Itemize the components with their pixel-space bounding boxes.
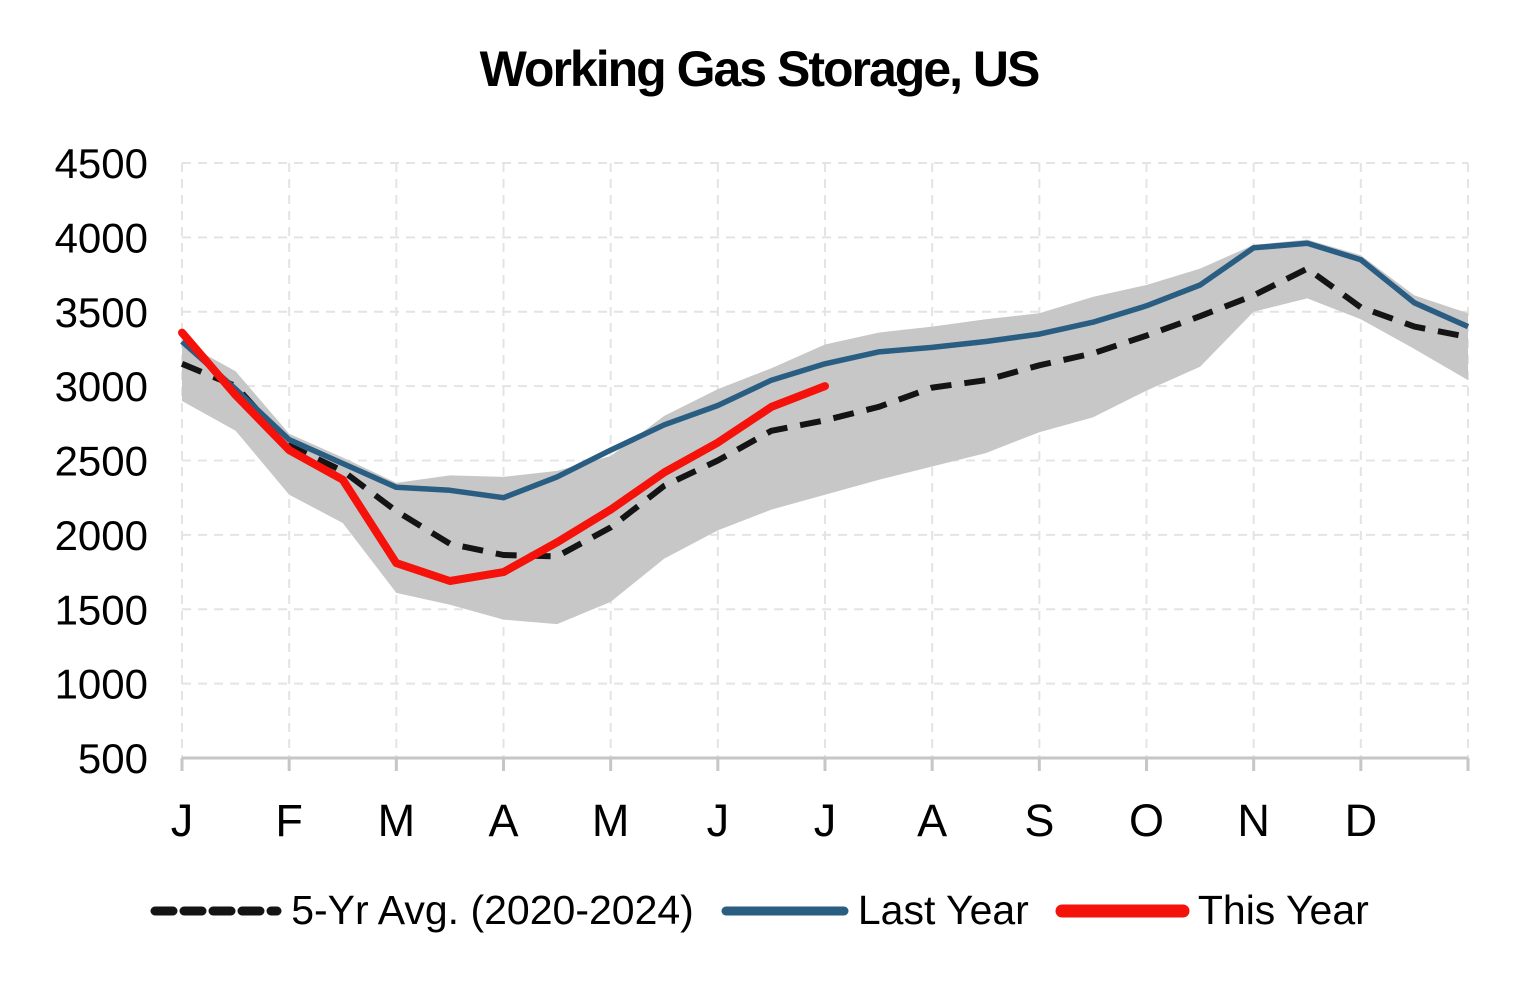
legend-label-last-year: Last Year	[857, 886, 1029, 933]
svg-text:A: A	[488, 795, 518, 846]
svg-text:500: 500	[78, 735, 148, 782]
legend-label-5yr-avg: 5-Yr Avg. (2020-2024)	[291, 886, 694, 933]
svg-text:A: A	[917, 795, 947, 846]
y-axis-tick-labels: 4500 4000 3500 3000 2500 2000 1500 1000 500	[55, 140, 148, 782]
svg-text:3500: 3500	[55, 289, 148, 336]
legend-item-last-year: Last Year	[720, 882, 1029, 938]
svg-text:4000: 4000	[55, 214, 148, 261]
svg-text:1500: 1500	[55, 586, 148, 633]
this-year-line	[178, 328, 829, 585]
x-axis-line	[180, 756, 1470, 771]
svg-text:J: J	[707, 795, 730, 846]
svg-text:2000: 2000	[55, 512, 148, 559]
legend-label-this-year: This Year	[1197, 886, 1369, 933]
svg-text:3000: 3000	[55, 363, 148, 410]
svg-text:O: O	[1129, 795, 1164, 846]
svg-text:J: J	[171, 795, 194, 846]
svg-text:2500: 2500	[55, 438, 148, 485]
svg-text:N: N	[1237, 795, 1270, 846]
legend-swatch-last-year-line	[721, 906, 849, 916]
legend-swatch-this-year-line	[1055, 904, 1190, 918]
svg-text:S: S	[1024, 795, 1054, 846]
legend-item-5yr-avg: 5-Yr Avg. (2020-2024)	[149, 882, 694, 938]
legend-item-this-year: This Year	[1055, 882, 1369, 938]
svg-text:D: D	[1345, 795, 1378, 846]
svg-text:4500: 4500	[55, 140, 148, 187]
svg-text:1000: 1000	[55, 661, 148, 708]
legend: 5-Yr Avg. (2020-2024) Last Year This Yea…	[0, 882, 1518, 938]
last-year-line	[180, 240, 1470, 501]
svg-text:J: J	[814, 795, 837, 846]
chart-title: Working Gas Storage, US	[479, 41, 1041, 97]
svg-text:M: M	[592, 795, 630, 846]
legend-swatch-5yr-avg-dashed-line	[150, 906, 282, 916]
svg-text:M: M	[378, 795, 416, 846]
svg-text:F: F	[275, 795, 303, 846]
